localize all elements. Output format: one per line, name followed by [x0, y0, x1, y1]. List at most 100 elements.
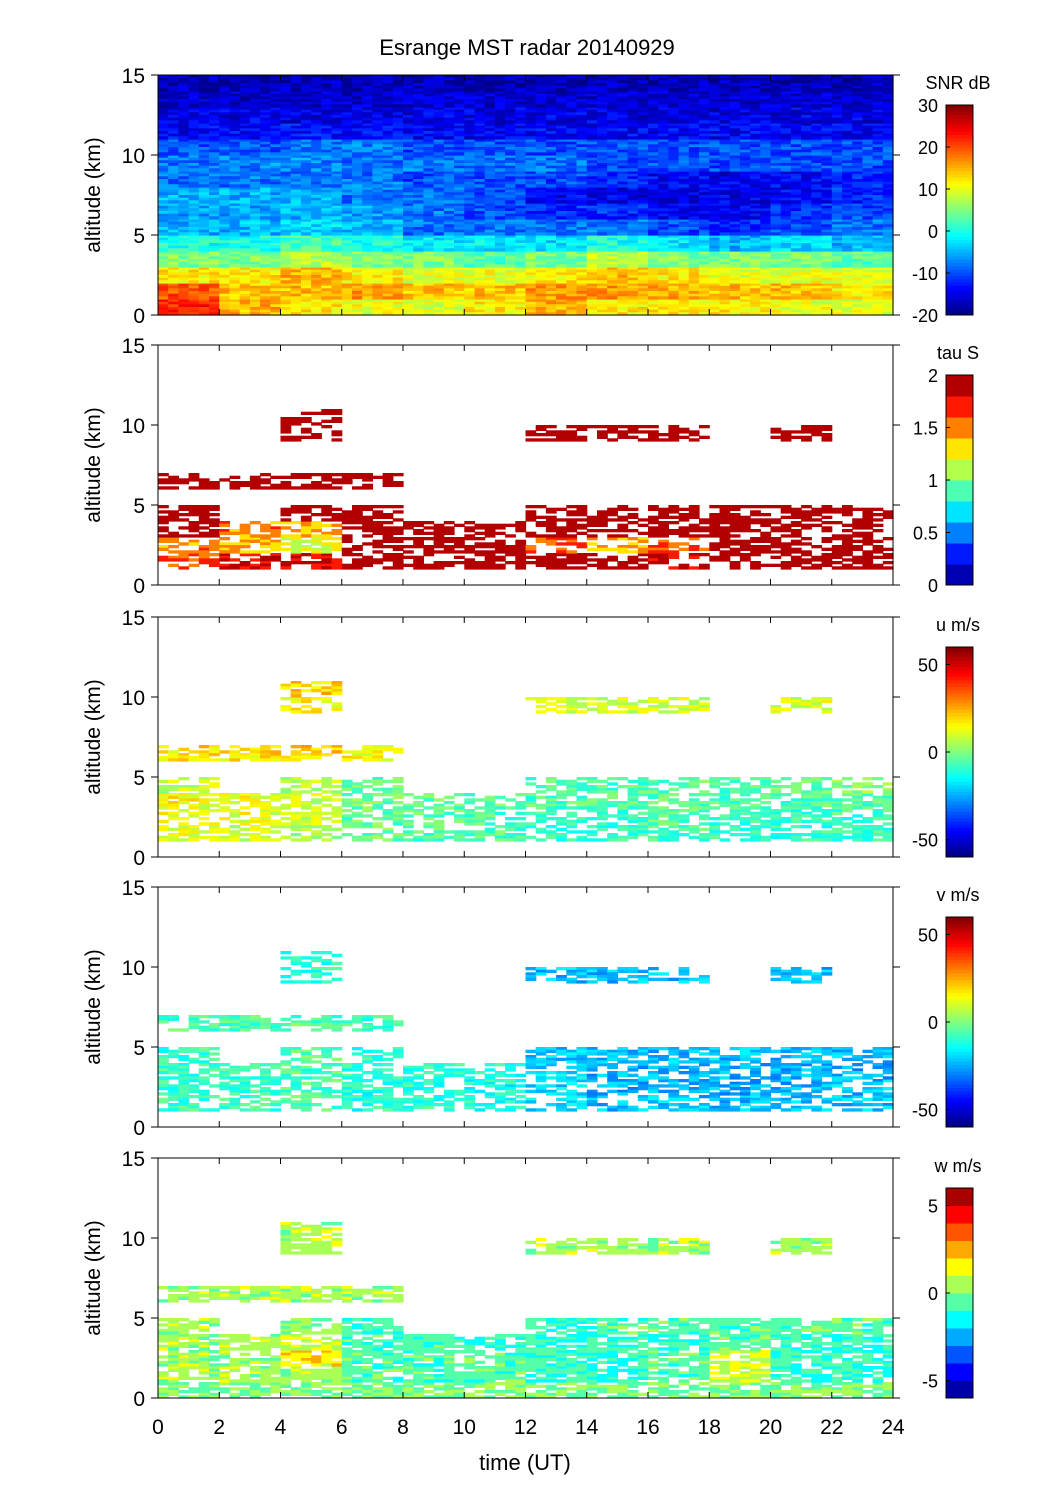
heatmap-cell: [801, 205, 812, 209]
heatmap-cell: [454, 299, 465, 303]
heatmap-cell: [535, 275, 547, 279]
heatmap-cell: [566, 243, 578, 247]
heatmap-cell: [362, 219, 373, 223]
heatmap-cell: [811, 149, 823, 153]
heatmap-cell: [249, 219, 261, 223]
heatmap-cell: [443, 253, 455, 257]
heatmap-cell: [566, 312, 578, 316]
heatmap-cell: [464, 259, 476, 263]
heatmap-cell: [556, 165, 567, 169]
heatmap-cell: [352, 269, 363, 273]
heatmap-cell: [249, 184, 261, 188]
heatmap-cell: [811, 221, 823, 225]
heatmap-cell: [586, 235, 598, 239]
heatmap-cell: [770, 152, 782, 156]
heatmap-cell: [535, 160, 547, 164]
heatmap-cell: [709, 275, 721, 279]
heatmap-cell: [688, 285, 700, 289]
heatmap-cell: [535, 248, 547, 252]
heatmap-cell: [454, 144, 465, 148]
heatmap-cell: [709, 173, 721, 177]
heatmap-cell: [249, 192, 261, 196]
heatmap-cell: [341, 192, 353, 196]
heatmap-cell: [209, 157, 220, 161]
heatmap-cell: [392, 291, 404, 295]
heatmap-cell: [341, 280, 353, 284]
heatmap-cell: [362, 187, 373, 191]
heatmap-cell: [229, 176, 241, 180]
heatmap-cell: [300, 171, 312, 175]
heatmap-cell: [158, 240, 169, 244]
heatmap-cell: [362, 269, 373, 273]
heatmap-cell: [872, 299, 884, 303]
heatmap-cell: [352, 299, 363, 303]
heatmap-cell: [198, 291, 210, 295]
heatmap-cell: [454, 269, 465, 273]
heatmap-cell: [443, 171, 455, 175]
heatmap-cell: [382, 173, 394, 177]
heatmap-cell: [321, 221, 333, 225]
heatmap-cell: [882, 280, 894, 284]
heatmap-cell: [576, 187, 588, 191]
heatmap-cell: [352, 208, 363, 212]
heatmap-cell: [617, 248, 629, 252]
heatmap-cell: [464, 312, 476, 316]
heatmap-cell: [648, 144, 659, 148]
heatmap-cell: [597, 264, 608, 268]
heatmap-cell: [168, 267, 179, 271]
heatmap-cell: [341, 189, 353, 193]
heatmap-cell: [382, 253, 394, 257]
heatmap-cell: [658, 304, 669, 308]
heatmap-cell: [780, 157, 792, 161]
heatmap-cell: [831, 248, 843, 252]
heatmap-cell: [178, 163, 190, 167]
heatmap-cell: [862, 224, 874, 228]
heatmap-cell: [454, 229, 465, 233]
heatmap-cell: [586, 163, 598, 167]
heatmap-cell: [352, 168, 363, 172]
heatmap-cell: [882, 163, 894, 167]
heatmap-cell: [699, 288, 710, 292]
heatmap-cell: [341, 243, 353, 247]
heatmap-cell: [780, 296, 792, 300]
heatmap-cell: [648, 139, 659, 143]
heatmap-cell: [403, 288, 414, 292]
heatmap-cell: [382, 259, 394, 263]
heatmap-cell: [494, 176, 506, 180]
heatmap-cell: [525, 208, 537, 212]
heatmap-cell: [198, 168, 210, 172]
heatmap-cell: [433, 157, 445, 161]
heatmap-cell: [239, 243, 251, 247]
heatmap-cell: [413, 173, 424, 177]
heatmap-cell: [239, 189, 251, 193]
heatmap-cell: [494, 160, 506, 164]
heatmap-cell: [168, 141, 179, 145]
heatmap-cell: [597, 195, 608, 199]
heatmap-cell: [729, 232, 741, 236]
heatmap-cell: [852, 147, 863, 151]
heatmap-cell: [556, 269, 567, 273]
heatmap-cell: [862, 184, 874, 188]
heatmap-cell: [739, 149, 751, 153]
heatmap-cell: [780, 248, 792, 252]
heatmap-cell: [239, 299, 251, 303]
heatmap-cell: [352, 192, 363, 196]
heatmap-cell: [362, 251, 373, 255]
heatmap-cell: [545, 280, 557, 284]
heatmap-cell: [423, 240, 435, 244]
heatmap-cell: [801, 256, 812, 260]
heatmap-cell: [239, 197, 251, 201]
heatmap-cell: [443, 251, 455, 255]
heatmap-cell: [637, 232, 649, 236]
heatmap-cell: [178, 304, 190, 308]
heatmap-cell: [464, 168, 476, 172]
heatmap-cell: [484, 123, 496, 127]
heatmap-cell: [505, 259, 516, 263]
heatmap-cell: [209, 288, 220, 292]
heatmap-cell: [852, 267, 863, 271]
heatmap-cell: [178, 245, 190, 249]
heatmap-cell: [474, 184, 486, 188]
heatmap-cell: [249, 293, 261, 297]
heatmap-cell: [300, 251, 312, 255]
heatmap-cell: [801, 147, 812, 151]
